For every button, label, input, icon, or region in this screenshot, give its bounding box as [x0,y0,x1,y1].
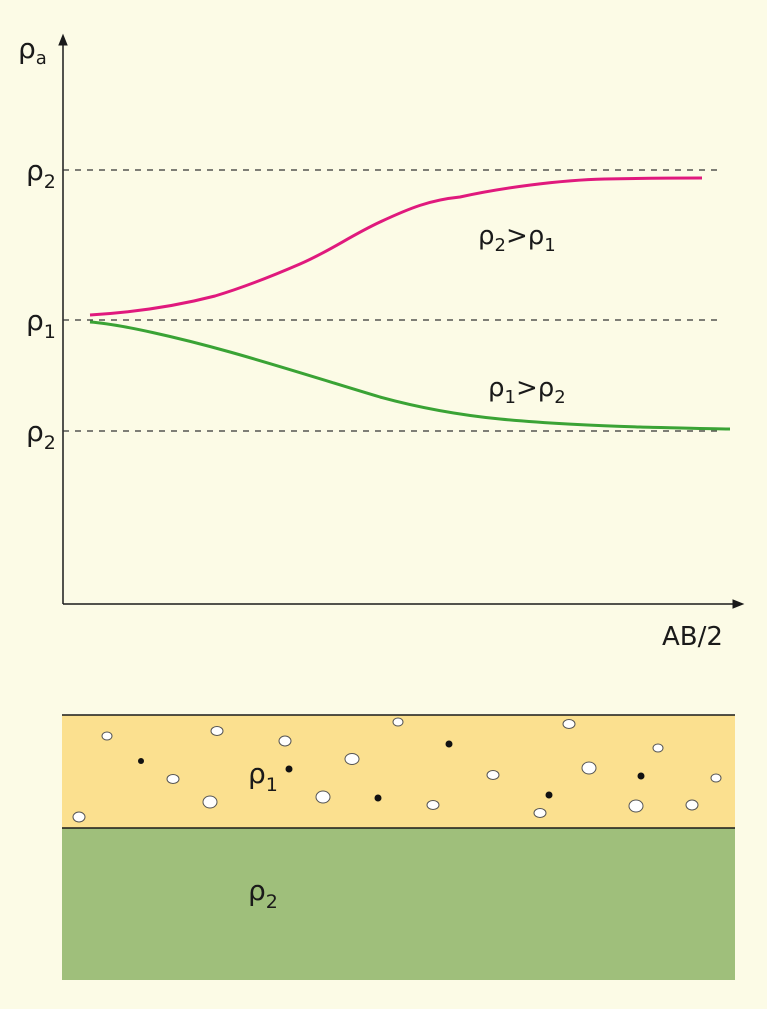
middle-reference-label: ρ1 [26,304,56,343]
pebble [628,799,644,813]
pebble [101,731,113,741]
bottom-layer [62,828,735,980]
pebble [315,790,331,804]
grain [374,794,382,802]
rising-resistivity-curve [89,176,703,317]
y-axis-label: ρa [18,32,47,69]
pebble [533,808,547,818]
pebble [486,770,500,780]
pebble [685,799,699,811]
layered-earth-model: ρ1 ρ2 [62,714,735,980]
upper-reference-label: ρ2 [26,154,56,193]
sounding-graph: ρa AB/2 ρ2 ρ1 ρ2 ρ2>ρ1 ρ1>ρ2 [18,32,745,652]
x-axis-label: AB/2 [662,622,723,652]
pebble [210,726,224,736]
top-layer-label: ρ1 [248,757,278,796]
falling-curve-label: ρ1>ρ2 [488,373,566,408]
rising-curve-label: ρ2>ρ1 [478,221,556,256]
pebble [72,811,86,823]
pebble [562,719,576,729]
pebble [344,753,360,765]
top-layer-grains [138,740,645,802]
grain [138,758,144,764]
grain [445,740,453,748]
grain [545,791,553,799]
pebble [278,735,292,747]
grain [285,765,293,773]
lower-reference-label: ρ2 [26,415,56,454]
pebble [426,800,440,810]
top-layer-pebbles [72,717,722,823]
pebble [202,795,218,809]
pebble [710,773,722,783]
pebble [581,761,597,775]
grain [637,772,645,780]
pebble [392,717,404,727]
pebble [166,774,180,784]
bottom-layer-label: ρ2 [248,874,278,913]
pebble [652,743,664,753]
falling-resistivity-curve [89,320,731,431]
top-layer [62,715,735,828]
